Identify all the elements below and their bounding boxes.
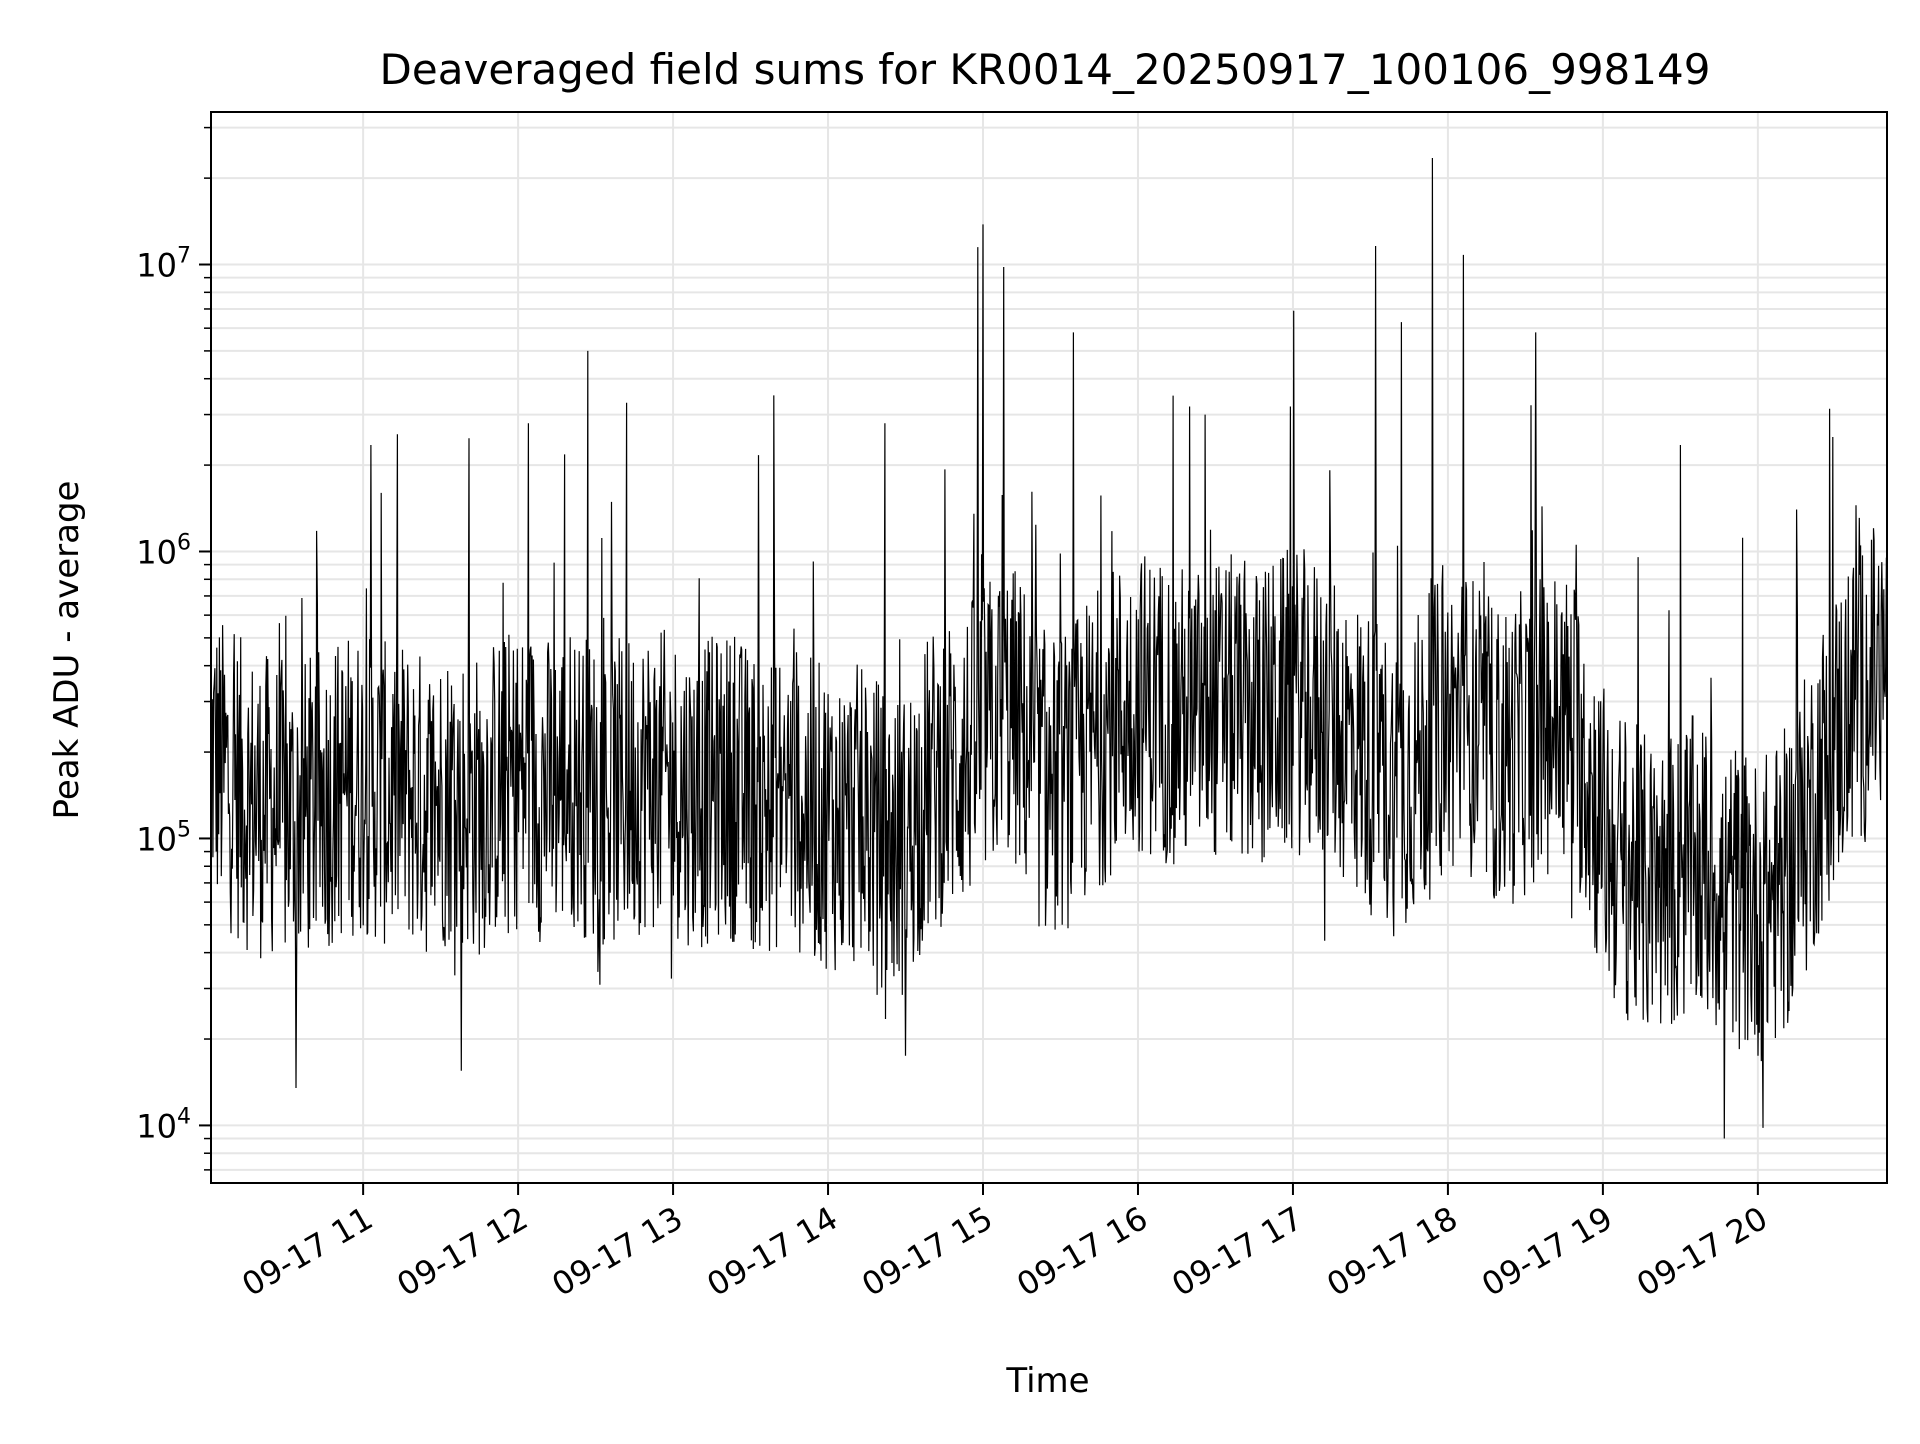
y-tick-label: 105 (136, 817, 191, 858)
plot-area-frame (210, 111, 1888, 1184)
y-tick-label: 104 (136, 1104, 191, 1145)
series-line-peak-adu (210, 157, 1888, 1139)
series-layer (210, 157, 1888, 1139)
y-axis-label: Peak ADU - average (47, 481, 87, 820)
y-tick-label: 106 (136, 530, 191, 571)
x-axis-label: Time (1005, 1361, 1089, 1401)
y-tick-label: 107 (136, 244, 191, 285)
y-axis-ticks: 104 105 106 107 (136, 126, 211, 1171)
chart-title: Deaveraged field sums for KR0014_2025091… (380, 45, 1711, 94)
